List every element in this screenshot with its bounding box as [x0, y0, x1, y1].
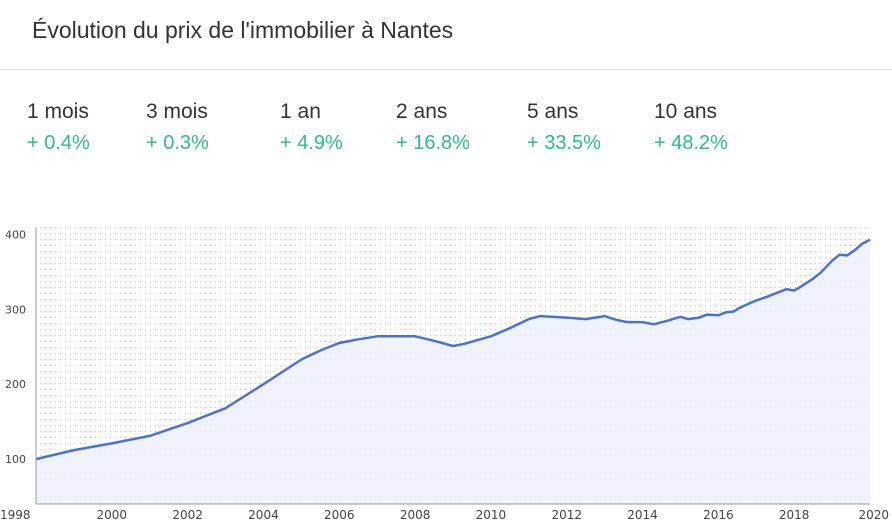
y-tick-label: 100: [5, 453, 26, 466]
stat-value: + 0.4%: [27, 132, 90, 154]
y-tick-label: 400: [5, 228, 26, 241]
y-tick-label: 200: [5, 378, 26, 391]
x-tick-label: 2004: [248, 508, 279, 522]
stat-label: 1 mois: [27, 100, 89, 123]
price-chart-svg: 100 200 300 400 1998 2000 2002 2004 2006 2008 2010…: [0, 227, 889, 522]
y-tick-label: 300: [5, 303, 26, 316]
x-tick-label: 2018: [779, 508, 810, 522]
stat-value: + 33.5%: [527, 132, 601, 154]
x-tick-label: 2020: [858, 508, 889, 522]
stat-label: 2 ans: [396, 100, 448, 123]
x-tick-label: 2008: [400, 508, 431, 522]
stat-value: + 4.9%: [280, 132, 343, 154]
x-tick-label: 2002: [172, 508, 203, 522]
stat-3-mois: 3 mois + 0.3%: [146, 96, 209, 158]
series-area: [36, 239, 870, 504]
stat-value: + 0.3%: [146, 132, 209, 154]
x-tick-label: 1998: [0, 508, 31, 522]
stat-label: 10 ans: [654, 100, 718, 123]
stat-5-ans: 5 ans + 33.5%: [527, 96, 601, 158]
stat-1-an: 1 an + 4.9%: [280, 96, 343, 158]
x-tick-label: 2016: [703, 508, 734, 522]
x-tick-label: 2006: [324, 508, 355, 522]
stat-value: + 48.2%: [654, 132, 728, 154]
stat-value: + 16.8%: [396, 132, 470, 154]
x-tick-label: 2010: [476, 508, 507, 522]
widget-header: Évolution du prix de l'immobilier à Nant…: [0, 0, 892, 70]
stat-label: 5 ans: [527, 100, 579, 123]
stat-10-ans: 10 ans + 48.2%: [654, 96, 728, 158]
x-tick-label: 2014: [627, 508, 658, 522]
stats-row: 1 mois + 0.4% 3 mois + 0.3% 1 an + 4.9% …: [0, 96, 892, 166]
x-tick-label: 2012: [551, 508, 582, 522]
x-tick-label: 2000: [97, 508, 128, 522]
stat-label: 3 mois: [146, 100, 208, 123]
series-line: [35, 238, 871, 461]
stat-2-ans: 2 ans + 16.8%: [396, 96, 470, 158]
widget-title: Évolution du prix de l'immobilier à Nant…: [32, 17, 454, 43]
price-chart: 100 200 300 400 1998 2000 2002 2004 2006 2008 2010…: [0, 215, 892, 526]
stat-label: 1 an: [280, 100, 321, 123]
stat-1-mois: 1 mois + 0.4%: [27, 96, 90, 158]
